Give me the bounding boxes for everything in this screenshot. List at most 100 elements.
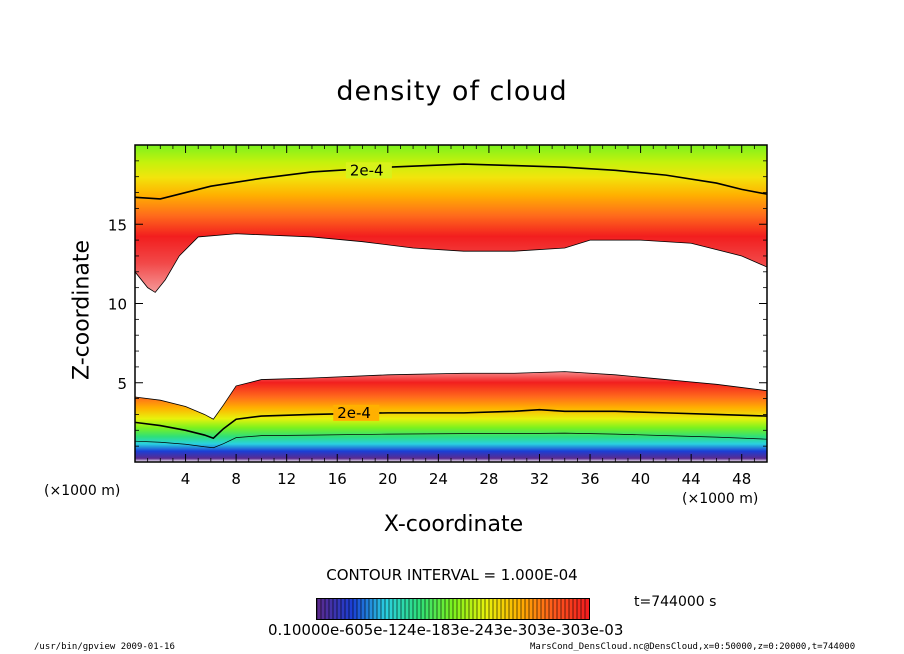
x-tick-label: 44 xyxy=(682,470,701,488)
y-tick-label: 5 xyxy=(117,375,127,393)
colorbar-segment xyxy=(549,599,553,619)
colorbar-segment xyxy=(329,599,333,619)
colorbar-segment xyxy=(353,599,357,619)
colorbar-segment xyxy=(397,599,401,619)
colorbar-segment xyxy=(365,599,369,619)
colorbar-segment xyxy=(341,599,345,619)
colorbar-segment xyxy=(409,599,413,619)
colorbar-segment xyxy=(437,599,441,619)
colorbar-segment xyxy=(317,599,321,619)
x-axis-unit-left: (×1000 m) xyxy=(44,483,121,499)
colorbar-segment xyxy=(477,599,481,619)
colorbar-segment xyxy=(337,599,341,619)
colorbar-segment xyxy=(569,599,573,619)
y-tick-label: 15 xyxy=(108,216,127,234)
colorbar-segment xyxy=(433,599,437,619)
colorbar-labels: 0.10000e-605e-124e-183e-243e-303e-303e-0… xyxy=(268,621,624,639)
colorbar-segment xyxy=(581,599,585,619)
colorbar-segment xyxy=(441,599,445,619)
contour-line-1 xyxy=(135,163,767,200)
y-axis-label: Z-coordinate xyxy=(69,240,95,380)
colorbar-segment xyxy=(529,599,533,619)
colorbar-segment xyxy=(361,599,365,619)
colorbar-segment xyxy=(505,599,509,619)
colorbar-segment xyxy=(381,599,385,619)
contour-label-bg-1 xyxy=(345,162,392,179)
colorbar-segment xyxy=(493,599,497,619)
colorbar-segment xyxy=(401,599,405,619)
contour-label-1: 2e-4 xyxy=(350,161,384,179)
x-tick-label: 32 xyxy=(530,470,549,488)
colorbar-segment xyxy=(449,599,453,619)
colorbar-segment xyxy=(553,599,557,619)
colorbar-segment xyxy=(369,599,373,619)
colorbar-segment xyxy=(573,599,577,619)
colorbar-segment xyxy=(485,599,489,619)
colorbar-segment xyxy=(321,599,325,619)
chart-title: density of cloud xyxy=(336,76,568,107)
colorbar-segment xyxy=(533,599,537,619)
colorbar-segment xyxy=(413,599,417,619)
colorbar-segment xyxy=(453,599,457,619)
colorbar-segment xyxy=(465,599,469,619)
time-label: t=744000 s xyxy=(634,594,717,610)
x-axis-label: X-coordinate xyxy=(383,512,524,537)
colorbar-segment xyxy=(521,599,525,619)
lower-base-contour xyxy=(135,432,767,449)
y-axis-label-container: Z-coordinate xyxy=(62,225,102,395)
colorbar-segment xyxy=(545,599,549,619)
colorbar-segment xyxy=(345,599,349,619)
x-tick-label: 28 xyxy=(479,470,498,488)
colorbar-segment xyxy=(421,599,425,619)
contour-interval-text: CONTOUR INTERVAL = 1.000E-04 xyxy=(326,566,578,584)
colorbar xyxy=(316,598,590,620)
colorbar-segment xyxy=(509,599,513,619)
colorbar-segment xyxy=(389,599,393,619)
lower-band-boundary xyxy=(135,371,767,420)
colorbar-segment xyxy=(457,599,461,619)
colorbar-segment xyxy=(385,599,389,619)
x-tick-label: 36 xyxy=(580,470,599,488)
x-tick-label: 4 xyxy=(181,470,191,488)
upper-cloud-band xyxy=(135,145,767,293)
colorbar-segment xyxy=(429,599,433,619)
colorbar-segment xyxy=(377,599,381,619)
colorbar-segment xyxy=(561,599,565,619)
lower-cloud-band xyxy=(135,371,767,462)
colorbar-segment xyxy=(357,599,361,619)
colorbar-segment xyxy=(525,599,529,619)
x-tick-label: 16 xyxy=(328,470,347,488)
x-tick-label: 24 xyxy=(429,470,448,488)
colorbar-segment xyxy=(405,599,409,619)
x-tick-label: 8 xyxy=(231,470,241,488)
colorbar-segment xyxy=(585,599,589,619)
colorbar-segment xyxy=(325,599,329,619)
x-axis-unit-right: (×1000 m) xyxy=(682,491,759,507)
contour-label-bg-2 xyxy=(333,404,380,421)
colorbar-segment xyxy=(577,599,581,619)
x-tick-label: 20 xyxy=(378,470,397,488)
colorbar-segment xyxy=(445,599,449,619)
colorbar-segment xyxy=(473,599,477,619)
colorbar-segment xyxy=(373,599,377,619)
colorbar-segment xyxy=(565,599,569,619)
colorbar-segment xyxy=(489,599,493,619)
colorbar-segment xyxy=(393,599,397,619)
colorbar-segment xyxy=(481,599,485,619)
colorbar-segment xyxy=(461,599,465,619)
colorbar-segment xyxy=(557,599,561,619)
upper-band-boundary xyxy=(135,233,767,293)
y-tick-label: 10 xyxy=(108,296,127,314)
colorbar-segment xyxy=(513,599,517,619)
x-tick-label: 12 xyxy=(277,470,296,488)
colorbar-segment xyxy=(501,599,505,619)
footer-program-info: /usr/bin/gpview 2009-01-16 xyxy=(34,642,175,652)
contour-label-2: 2e-4 xyxy=(337,404,371,422)
colorbar-segment xyxy=(517,599,521,619)
colorbar-segment xyxy=(497,599,501,619)
colorbar-segment xyxy=(541,599,545,619)
colorbar-segment xyxy=(537,599,541,619)
x-tick-label: 40 xyxy=(631,470,650,488)
colorbar-segment xyxy=(469,599,473,619)
